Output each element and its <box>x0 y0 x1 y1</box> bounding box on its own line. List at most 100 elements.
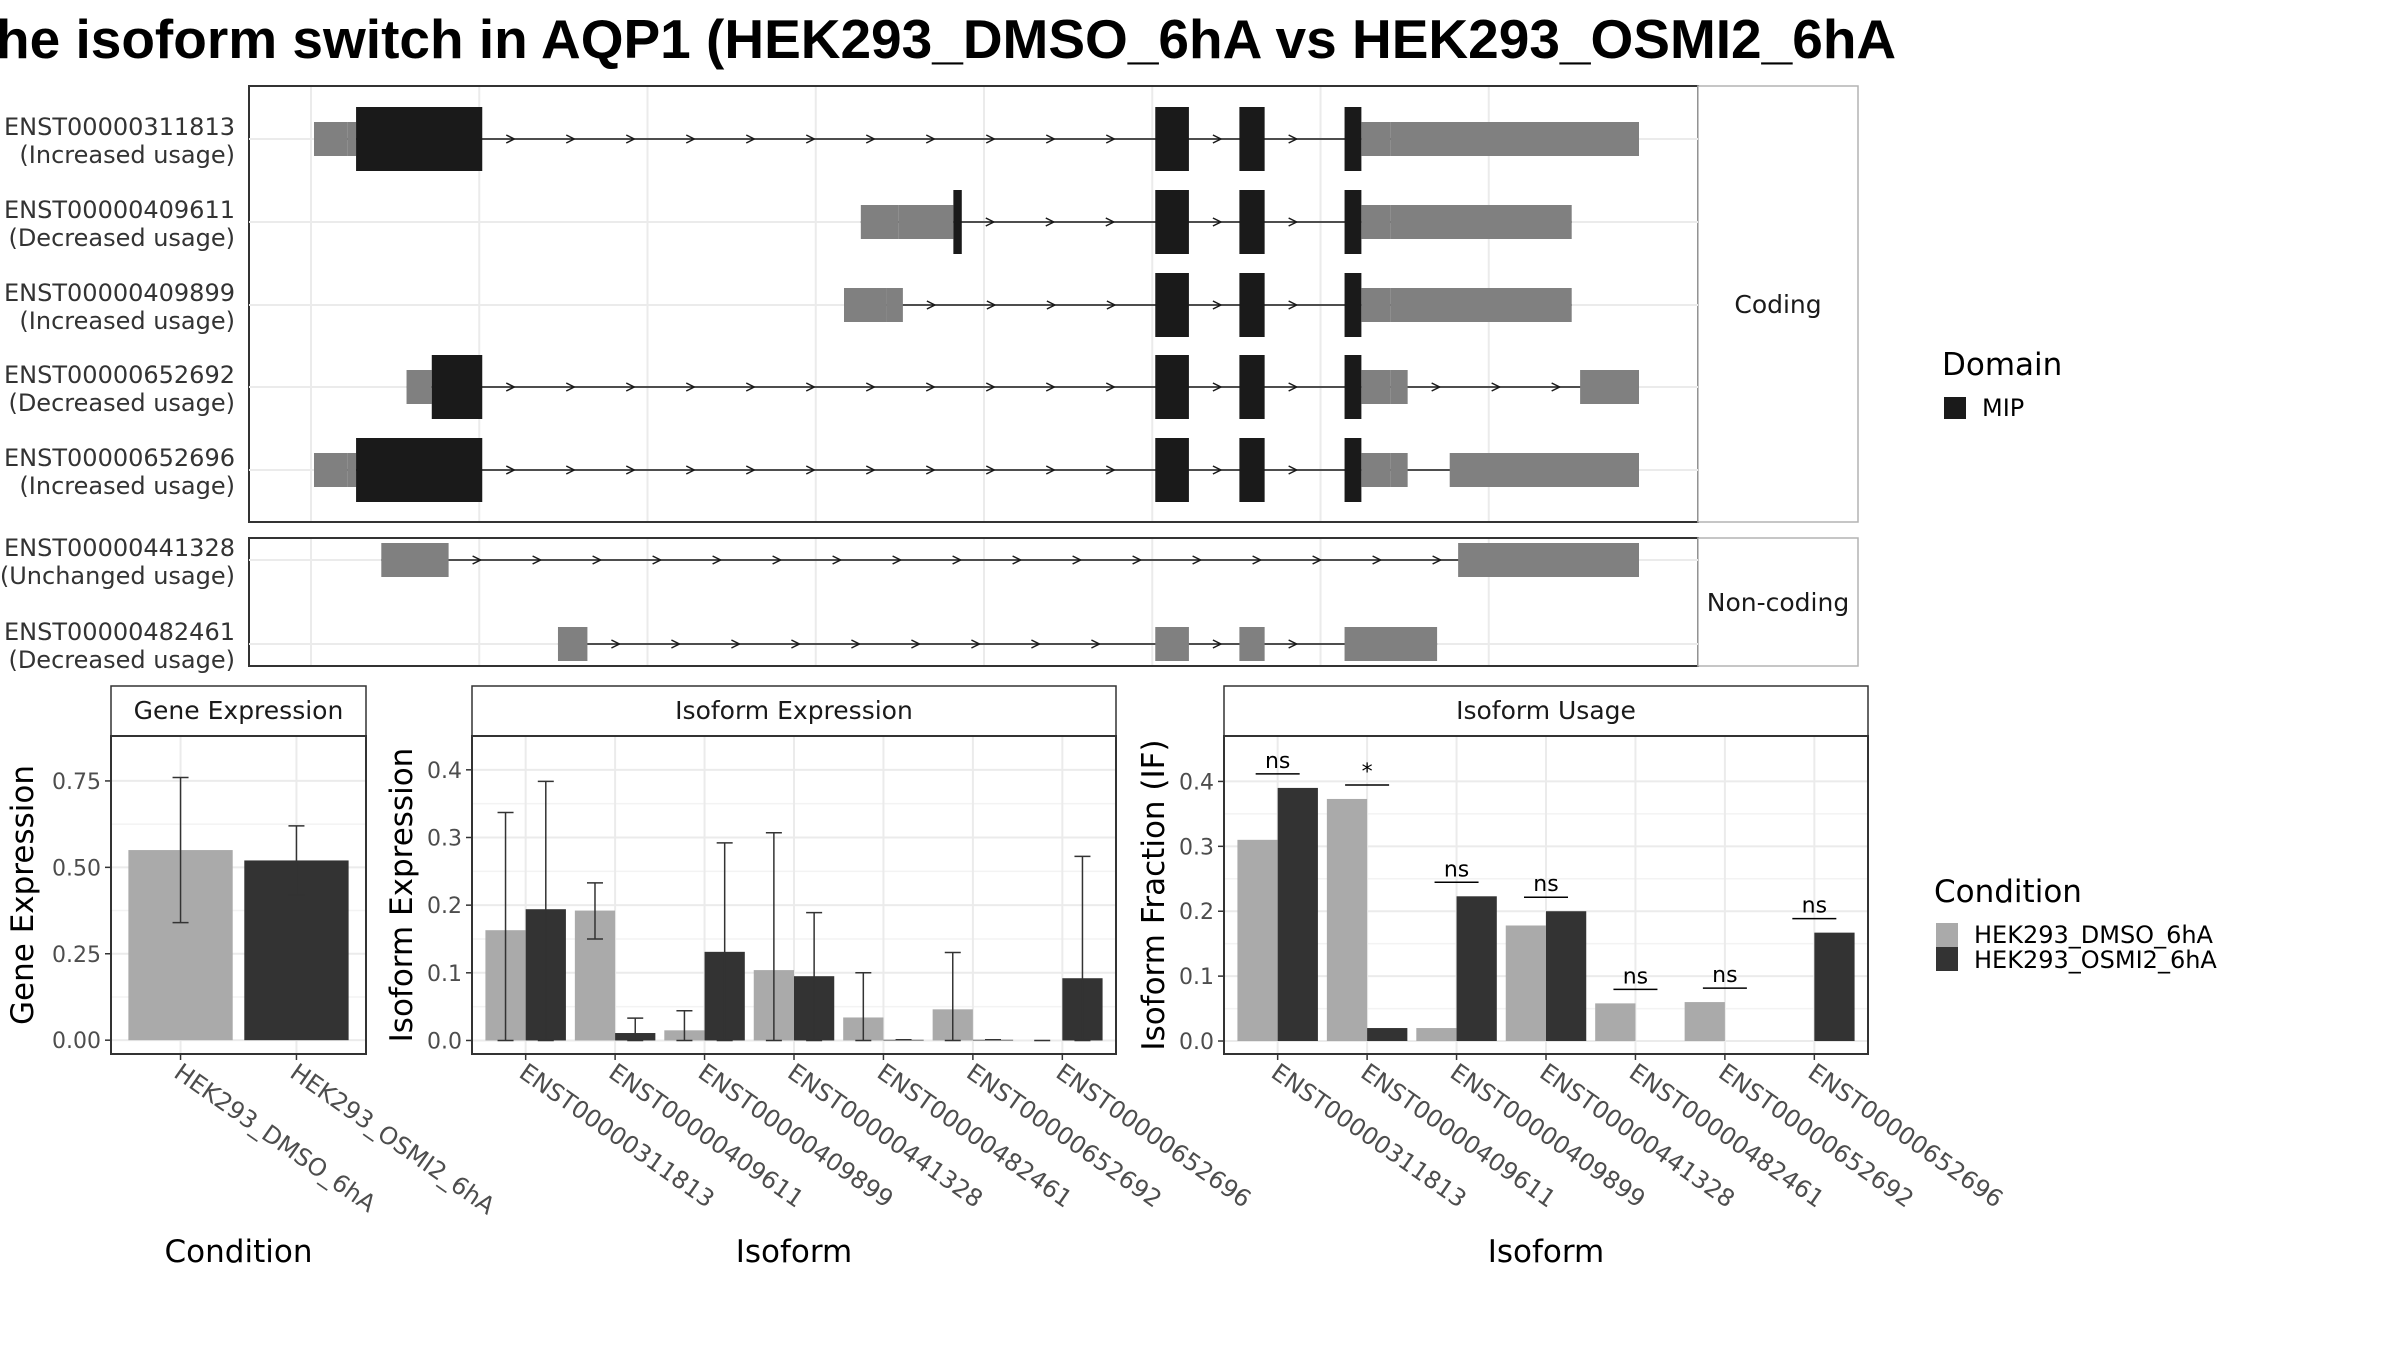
exon-utr <box>1361 288 1391 322</box>
strand-arrow <box>832 555 843 565</box>
strand-arrow <box>865 465 876 475</box>
exon-utr <box>1361 122 1391 156</box>
strand-arrow <box>1288 382 1299 392</box>
exon-utr <box>1361 453 1391 487</box>
strand-arrow <box>625 134 636 144</box>
bar <box>1546 911 1587 1042</box>
exon-utr <box>1361 370 1391 404</box>
y-tick-label: 0.0 <box>427 1029 462 1054</box>
panel-strip <box>1223 685 1869 737</box>
strand-arrow <box>565 465 576 475</box>
exon-domain-mip <box>1239 190 1265 254</box>
strand-arrow <box>1212 217 1223 227</box>
strand-arrow <box>925 465 936 475</box>
y-tick-label: 0.0 <box>1179 1030 1214 1055</box>
strand-arrow <box>1212 639 1223 649</box>
exon-utr <box>1580 370 1639 404</box>
strand-arrow <box>805 134 816 144</box>
y-tick-label: 0.1 <box>427 962 462 987</box>
bar <box>1367 1028 1408 1042</box>
strand-arrow <box>1288 465 1299 475</box>
exon-domain-mip <box>1344 273 1362 337</box>
strand-arrow <box>731 639 742 649</box>
transcript-usage-label: (Decreased usage) <box>8 224 235 252</box>
exon-domain-mip <box>356 107 483 171</box>
domain-legend-entry: MIP <box>1982 394 2024 422</box>
strand-arrow <box>1252 555 1263 565</box>
transcript-id-label: ENST00000652696 <box>4 444 235 472</box>
panel-strip-title: Isoform Expression <box>675 696 913 725</box>
y-tick-label: 0.1 <box>1179 965 1214 990</box>
exon-utr <box>1155 627 1189 661</box>
y-tick-label: 0.3 <box>1179 835 1214 860</box>
panel-border <box>110 735 367 1055</box>
strand-arrow <box>1212 382 1223 392</box>
strand-arrow <box>1045 134 1056 144</box>
exon-domain-mip <box>1239 438 1265 502</box>
exon-utr <box>347 122 357 156</box>
facet-strip <box>1697 85 1859 523</box>
strand-arrow <box>791 639 802 649</box>
bar <box>1595 1003 1636 1042</box>
exon-utr <box>347 453 357 487</box>
strand-arrow <box>805 382 816 392</box>
condition-legend-title: Condition <box>1934 874 2082 910</box>
exon-utr <box>886 288 903 322</box>
strand-arrow <box>1288 300 1299 310</box>
significance-label: ns <box>1623 964 1648 989</box>
strand-arrow <box>532 555 543 565</box>
strand-arrow <box>1431 382 1442 392</box>
exon-domain-mip <box>1155 107 1189 171</box>
strand-arrow <box>625 465 636 475</box>
strand-arrow <box>625 382 636 392</box>
strand-arrow <box>472 555 483 565</box>
strand-arrow <box>685 382 696 392</box>
exon-utr <box>1390 370 1408 404</box>
strand-arrow <box>1046 300 1057 310</box>
strand-arrow <box>865 134 876 144</box>
strand-arrow <box>1012 555 1023 565</box>
strand-arrow <box>805 465 816 475</box>
transcript-id-label: ENST00000409611 <box>4 196 235 224</box>
bar <box>1326 798 1368 1042</box>
significance-label: ns <box>1533 872 1558 897</box>
exon-domain-mip <box>1239 107 1265 171</box>
strand-arrow <box>1212 134 1223 144</box>
strand-arrow <box>926 300 937 310</box>
exon-domain-mip <box>1239 273 1265 337</box>
exon-domain-mip <box>1155 438 1189 502</box>
strand-arrow <box>985 382 996 392</box>
facet-strip-label: Non-coding <box>1707 588 1849 617</box>
strand-arrow <box>505 465 516 475</box>
panel-strip-title: Isoform Usage <box>1456 696 1636 725</box>
y-tick-label: 0.2 <box>1179 900 1214 925</box>
y-tick-label: 0.25 <box>52 943 101 968</box>
exon-utr <box>381 543 449 577</box>
exon-domain-mip <box>1155 355 1189 419</box>
panel-strip-title: Gene Expression <box>134 696 344 725</box>
transcript-usage-label: (Increased usage) <box>19 141 235 169</box>
exon-domain-mip <box>1155 273 1189 337</box>
y-axis-title: Isoform Fraction (IF) <box>1136 739 1172 1050</box>
exon-domain-mip <box>1344 355 1362 419</box>
y-tick-label: 0.4 <box>427 759 462 784</box>
strand-arrow <box>971 639 982 649</box>
strand-arrow <box>505 382 516 392</box>
transcript-usage-label: (Increased usage) <box>19 472 235 500</box>
strand-arrow <box>772 555 783 565</box>
transcript-id-label: ENST00000652692 <box>4 361 235 389</box>
condition-legend-entry-dmso: HEK293_DMSO_6hA <box>1974 921 2214 949</box>
condition-legend-swatch-dmso <box>1936 923 1958 947</box>
strand-arrow <box>1105 217 1116 227</box>
bar <box>1684 1002 1725 1042</box>
strand-arrow <box>611 639 622 649</box>
significance-label: ns <box>1444 857 1469 882</box>
exon-utr <box>557 627 588 661</box>
exon-utr <box>1390 453 1408 487</box>
exon-utr <box>1390 288 1572 322</box>
y-axis-title: Isoform Expression <box>384 748 420 1043</box>
exon-domain-mip <box>356 438 483 502</box>
facet-strip-label: Coding <box>1734 290 1821 319</box>
x-axis-title: Condition <box>165 1234 313 1270</box>
